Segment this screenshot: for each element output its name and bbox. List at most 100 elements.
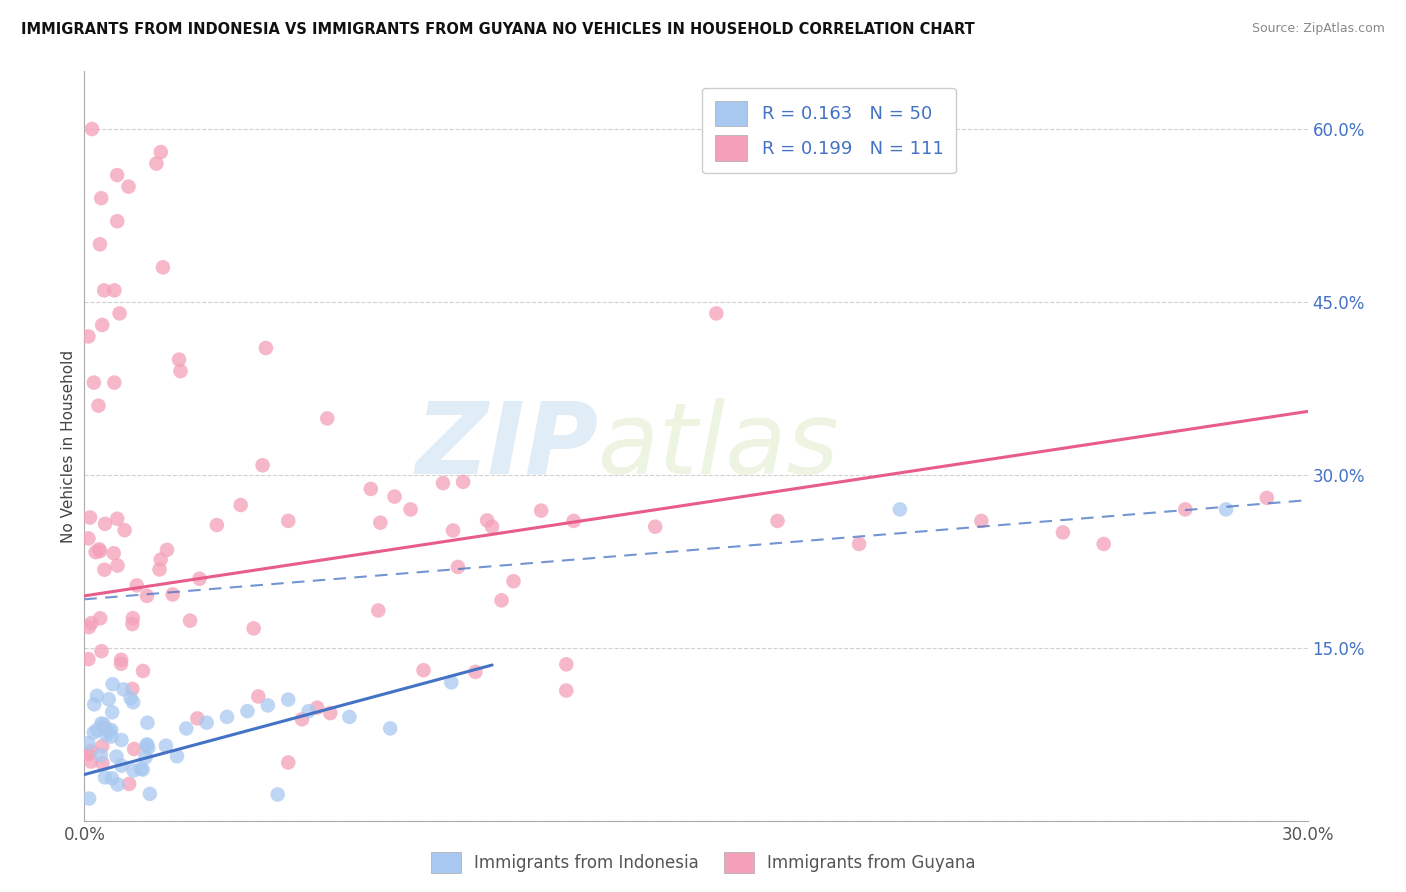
Point	[80, 755, 103, 769]
Point	[145, 156, 167, 170]
Point	[1256, 491, 1278, 505]
Point	[277, 756, 299, 770]
Point	[166, 749, 188, 764]
Point	[94, 721, 117, 735]
Point	[98, 724, 121, 739]
Point	[432, 476, 454, 491]
Point	[481, 519, 503, 533]
Point	[247, 690, 270, 704]
Point	[367, 603, 389, 617]
Point	[530, 503, 553, 517]
Point	[848, 537, 870, 551]
Point	[307, 700, 329, 714]
Point	[107, 558, 129, 573]
Point	[121, 611, 143, 625]
Point	[129, 762, 152, 776]
Point	[360, 482, 382, 496]
Point	[110, 758, 132, 772]
Point	[135, 589, 157, 603]
Point	[91, 756, 114, 771]
Point	[766, 514, 789, 528]
Point	[174, 722, 197, 736]
Point	[79, 510, 101, 524]
Point	[148, 562, 170, 576]
Point	[131, 763, 153, 777]
Point	[380, 722, 402, 736]
Point	[110, 733, 132, 747]
Point	[110, 653, 132, 667]
Point	[90, 747, 112, 762]
Point	[94, 516, 117, 531]
Point	[257, 698, 280, 713]
Point	[120, 691, 142, 706]
Point	[121, 617, 143, 632]
Point	[89, 611, 111, 625]
Point	[77, 791, 100, 805]
Point	[889, 502, 911, 516]
Point	[155, 739, 177, 753]
Point	[93, 717, 115, 731]
Point	[319, 706, 342, 720]
Point	[110, 657, 132, 671]
Point	[156, 542, 179, 557]
Point	[90, 644, 112, 658]
Point	[122, 695, 145, 709]
Point	[562, 514, 585, 528]
Point	[77, 736, 100, 750]
Point	[77, 532, 100, 546]
Point	[77, 652, 100, 666]
Point	[266, 788, 288, 802]
Point	[132, 664, 155, 678]
Point	[254, 341, 277, 355]
Point	[1052, 525, 1074, 540]
Point	[100, 723, 122, 737]
Point	[121, 681, 143, 696]
Point	[83, 725, 105, 739]
Point	[162, 587, 184, 601]
Point	[277, 692, 299, 706]
Point	[167, 352, 190, 367]
Point	[80, 615, 103, 630]
Point	[277, 514, 299, 528]
Point	[384, 490, 406, 504]
Point	[105, 214, 128, 228]
Point	[970, 514, 993, 528]
Point	[136, 715, 159, 730]
Point	[252, 458, 274, 473]
Point	[179, 614, 201, 628]
Point	[412, 663, 434, 677]
Point	[107, 777, 129, 791]
Point	[135, 750, 157, 764]
Point	[93, 563, 115, 577]
Legend: R = 0.163   N = 50, R = 0.199   N = 111: R = 0.163 N = 50, R = 0.199 N = 111	[702, 88, 956, 173]
Point	[80, 744, 103, 758]
Point	[139, 787, 162, 801]
Point	[112, 682, 135, 697]
Text: Source: ZipAtlas.com: Source: ZipAtlas.com	[1251, 22, 1385, 36]
Point	[101, 706, 124, 720]
Point	[91, 739, 114, 754]
Point	[149, 552, 172, 566]
Point	[80, 122, 103, 136]
Point	[77, 747, 100, 761]
Point	[103, 546, 125, 560]
Point	[217, 710, 239, 724]
Point	[89, 542, 111, 557]
Point	[103, 284, 125, 298]
Point	[103, 376, 125, 390]
Point	[122, 764, 145, 778]
Point	[229, 498, 252, 512]
Point	[87, 399, 110, 413]
Point	[195, 715, 218, 730]
Point	[105, 512, 128, 526]
Point	[205, 518, 228, 533]
Point	[86, 723, 108, 737]
Point	[101, 771, 124, 785]
Point	[122, 742, 145, 756]
Point	[236, 704, 259, 718]
Point	[188, 572, 211, 586]
Point	[1215, 502, 1237, 516]
Point	[464, 665, 486, 679]
Point	[555, 657, 578, 672]
Text: atlas: atlas	[598, 398, 839, 494]
